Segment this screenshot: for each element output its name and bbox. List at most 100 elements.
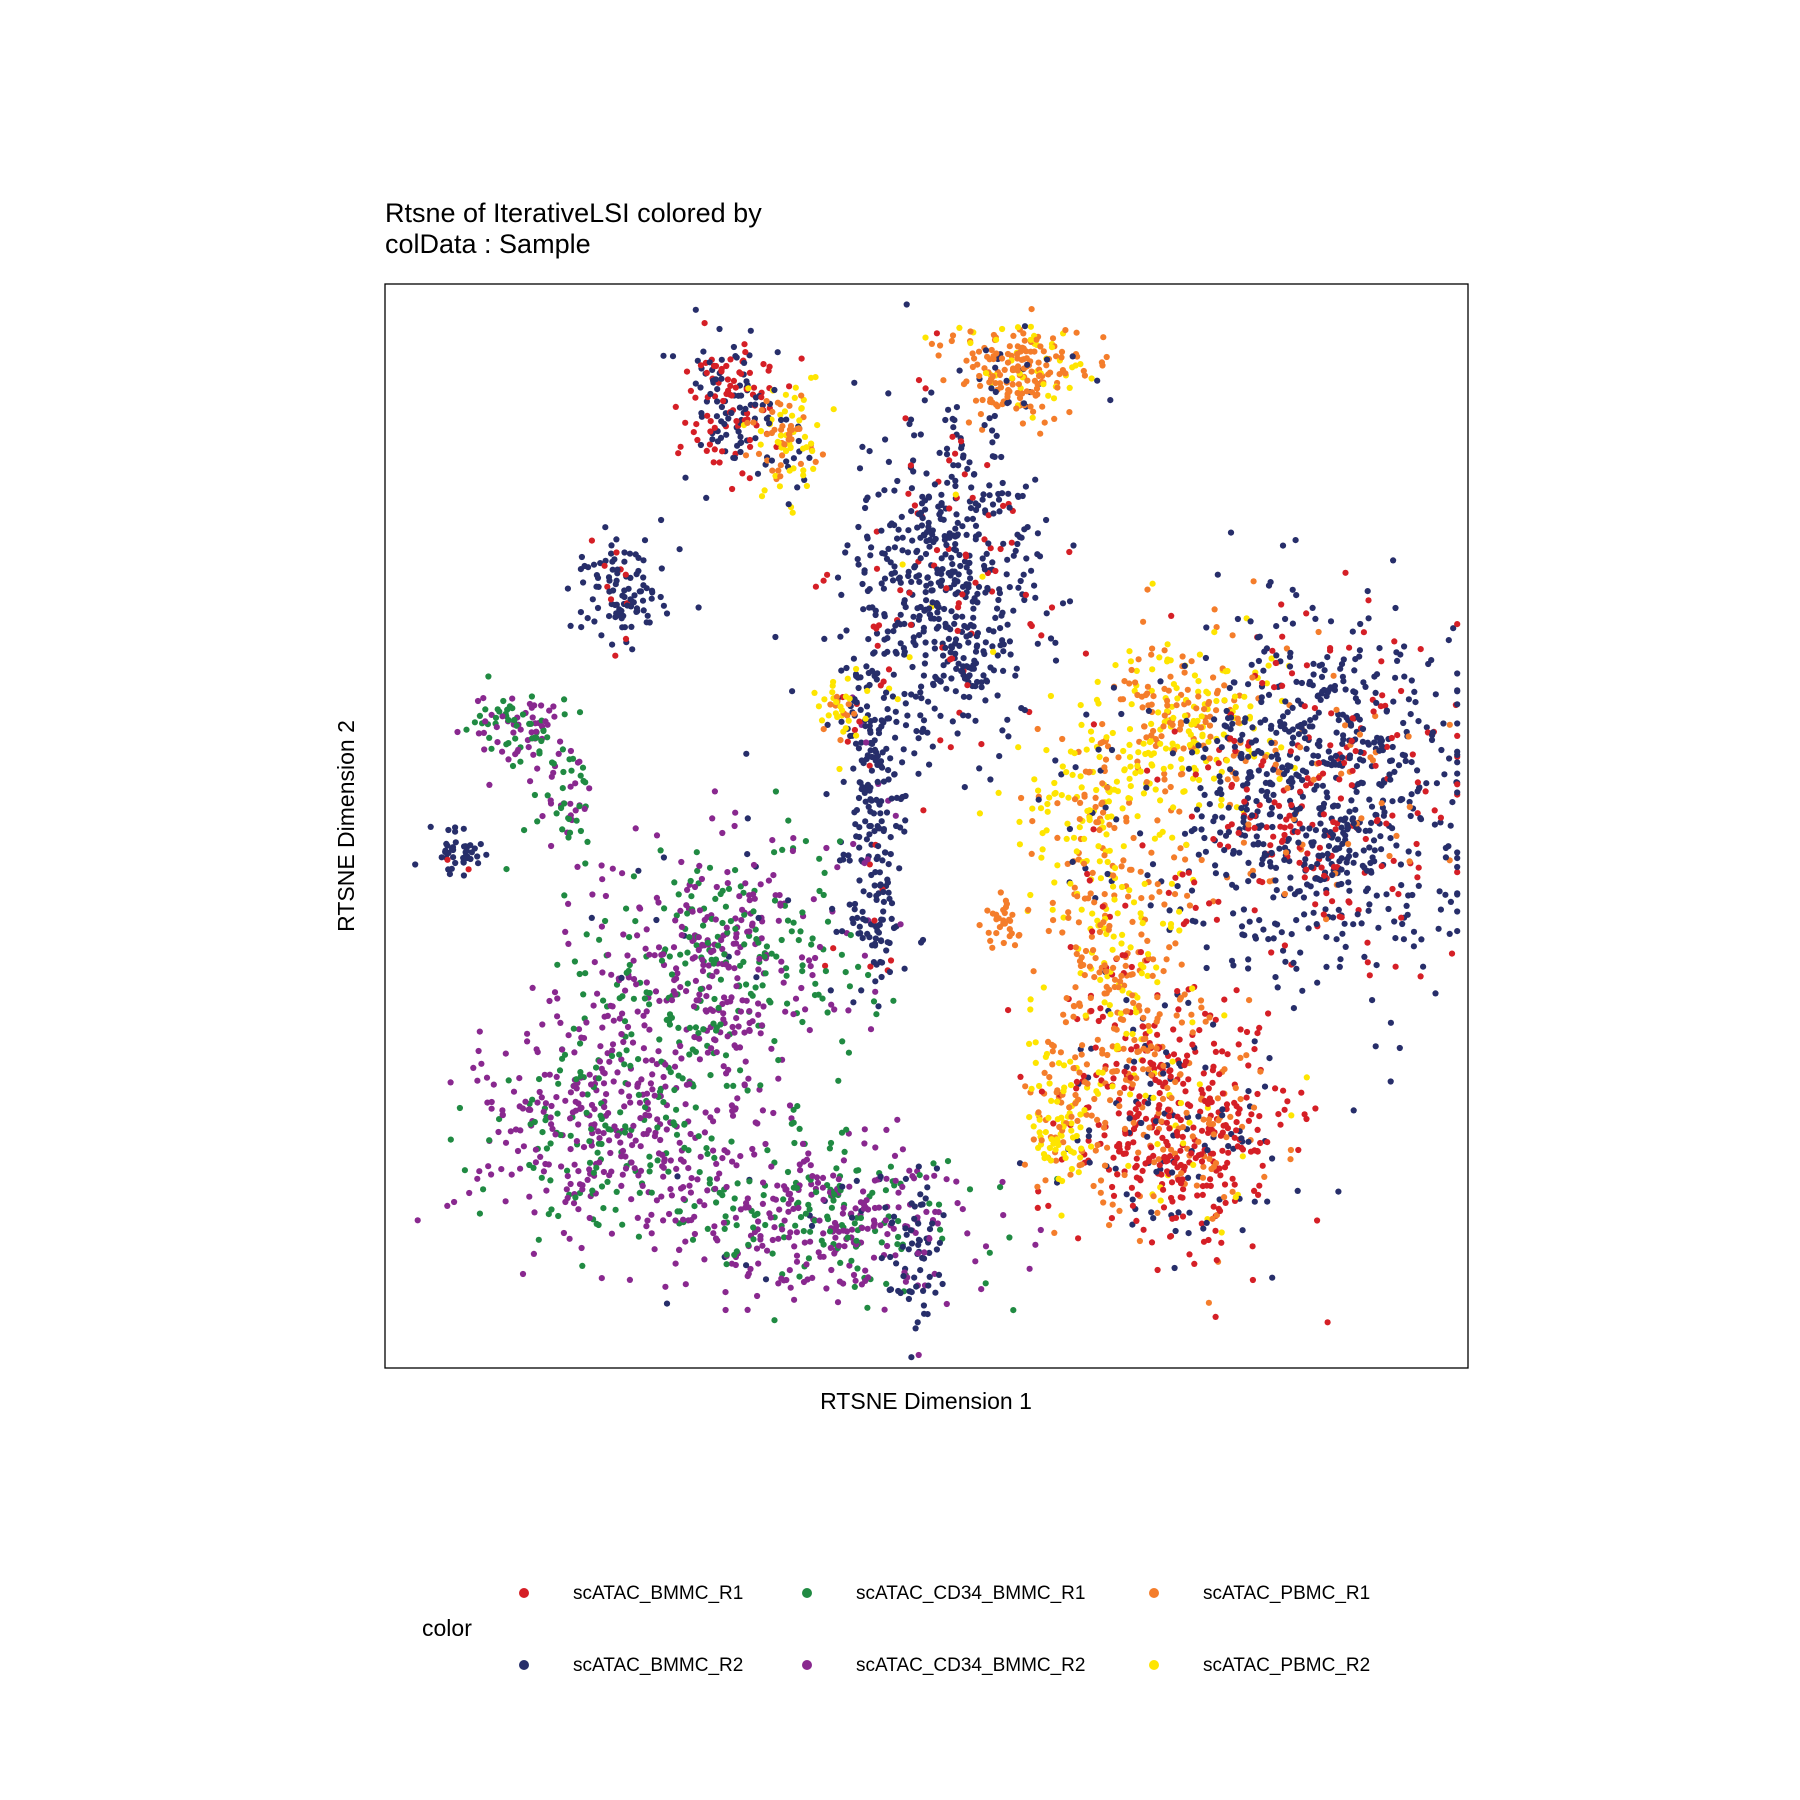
point-pbmc-r2 [1157,1197,1164,1204]
point-bmmc-r2 [1399,751,1406,758]
point-cd34-bmmc-r1 [844,1234,851,1241]
point-bmmc-r1 [1190,1124,1197,1131]
point-bmmc-r2 [922,1195,929,1202]
point-cd34-bmmc-r2 [683,988,690,995]
point-cd34-bmmc-r2 [550,703,557,710]
point-bmmc-r2 [754,470,762,477]
point-bmmc-r2 [763,415,771,422]
point-bmmc-r1 [1323,890,1330,897]
point-cd34-bmmc-r2 [747,1265,754,1273]
point-bmmc-r1 [830,945,837,952]
point-cd34-bmmc-r2 [610,1017,617,1024]
point-pbmc-r1 [820,726,827,733]
point-cd34-bmmc-r2 [799,1140,807,1147]
point-cd34-bmmc-r1 [511,716,518,724]
point-cd34-bmmc-r1 [704,1150,711,1157]
point-bmmc-r2 [730,343,738,351]
point-bmmc-r2 [1174,883,1181,890]
point-pbmc-r1 [1176,808,1183,815]
point-cd34-bmmc-r2 [831,1219,839,1227]
point-pbmc-r1 [771,426,778,433]
point-bmmc-r2 [1400,719,1407,727]
point-cd34-bmmc-r1 [619,1221,626,1228]
point-bmmc-r2 [1094,377,1101,384]
point-bmmc-r2 [1339,930,1346,937]
point-cd34-bmmc-r2 [722,1289,729,1296]
point-bmmc-r2 [1347,722,1355,729]
point-bmmc-r1 [1348,782,1355,789]
point-cd34-bmmc-r2 [670,944,678,951]
point-cd34-bmmc-r1 [674,1208,681,1215]
point-pbmc-r2 [1133,667,1140,675]
point-bmmc-r2 [1206,801,1213,808]
point-pbmc-r1 [1049,899,1056,907]
point-bmmc-r2 [1290,734,1297,741]
point-bmmc-r1 [1417,646,1424,653]
point-pbmc-r1 [1009,381,1016,388]
point-cd34-bmmc-r1 [682,960,689,967]
point-pbmc-r1 [1135,656,1142,663]
point-cd34-bmmc-r2 [746,897,753,904]
point-bmmc-r2 [1290,959,1297,967]
point-bmmc-r1 [742,349,749,356]
point-cd34-bmmc-r2 [589,891,596,898]
point-cd34-bmmc-r2 [520,1143,528,1150]
point-bmmc-r2 [714,398,721,405]
point-bmmc-r2 [1395,762,1403,769]
point-cd34-bmmc-r1 [752,926,759,933]
point-bmmc-r2 [897,1289,904,1297]
point-pbmc-r1 [1177,771,1185,778]
point-bmmc-r1 [1346,644,1353,651]
point-bmmc-r2 [1034,640,1041,647]
point-bmmc-r2 [976,765,983,772]
point-pbmc-r2 [1051,879,1058,886]
point-bmmc-r2 [1069,353,1076,360]
point-cd34-bmmc-r2 [921,1249,928,1256]
point-bmmc-r2 [879,857,886,864]
point-bmmc-r2 [1389,798,1396,805]
point-cd34-bmmc-r2 [831,1006,838,1013]
point-bmmc-r2 [697,384,704,391]
point-bmmc-r2 [1373,671,1381,678]
point-pbmc-r1 [1059,735,1066,743]
point-bmmc-r2 [1299,793,1306,800]
point-bmmc-r2 [887,1253,894,1261]
point-bmmc-r1 [1101,1132,1108,1139]
point-bmmc-r2 [902,817,909,824]
point-bmmc-r2 [911,432,918,439]
point-bmmc-r2 [474,853,481,860]
point-bmmc-r1 [1431,807,1438,814]
point-bmmc-r2 [975,531,982,538]
point-cd34-bmmc-r2 [881,1306,888,1313]
point-bmmc-r2 [1273,887,1280,894]
point-bmmc-r1 [1342,569,1349,576]
point-pbmc-r1 [1154,1209,1161,1216]
point-cd34-bmmc-r2 [699,941,706,949]
point-cd34-bmmc-r2 [870,1223,877,1230]
point-cd34-bmmc-r2 [649,1086,656,1093]
point-cd34-bmmc-r1 [602,917,609,925]
point-cd34-bmmc-r2 [567,1180,574,1188]
point-bmmc-r2 [940,662,947,669]
point-cd34-bmmc-r2 [694,1176,701,1183]
point-bmmc-r2 [768,457,776,464]
point-cd34-bmmc-r1 [555,1080,562,1087]
point-bmmc-r1 [1199,1191,1206,1198]
point-cd34-bmmc-r1 [797,1214,805,1221]
point-pbmc-r1 [1014,389,1021,397]
point-bmmc-r2 [895,526,902,533]
point-bmmc-r2 [1378,782,1385,789]
point-bmmc-r1 [727,382,734,389]
point-pbmc-r2 [1063,835,1070,843]
point-bmmc-r2 [1408,759,1415,766]
point-pbmc-r1 [1097,740,1104,747]
point-cd34-bmmc-r2 [580,1144,588,1151]
point-cd34-bmmc-r2 [575,1206,582,1213]
point-bmmc-r2 [1415,850,1422,857]
point-pbmc-r2 [800,467,807,474]
point-bmmc-r2 [855,745,863,752]
point-bmmc-r2 [1202,654,1209,662]
point-cd34-bmmc-r2 [528,729,535,736]
point-pbmc-r2 [776,483,784,490]
point-bmmc-r2 [892,708,899,715]
